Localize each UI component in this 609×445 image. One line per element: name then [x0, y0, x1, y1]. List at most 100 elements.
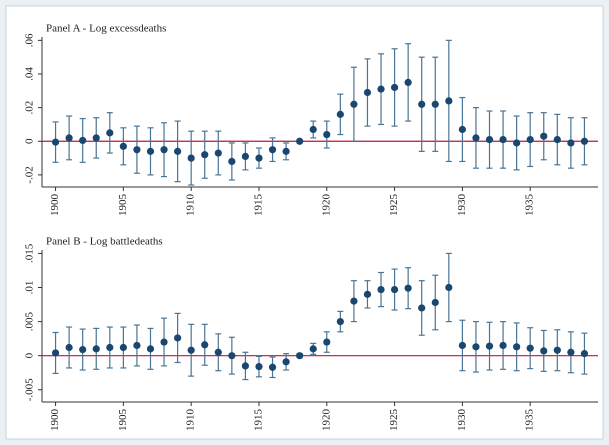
point: [540, 132, 548, 140]
x-tick-label: 1920: [320, 194, 332, 217]
point: [363, 290, 372, 298]
x-tick-label: 1920: [320, 409, 332, 432]
x-tick-label: 1930: [456, 409, 468, 432]
point: [187, 346, 195, 354]
y-tick-label: .01: [24, 281, 36, 295]
point: [323, 130, 331, 139]
point: [350, 297, 358, 305]
point: [174, 147, 182, 155]
point: [255, 154, 263, 162]
point: [201, 341, 209, 349]
point: [51, 138, 60, 146]
y-tick-label: -.005: [24, 378, 36, 401]
y-tick-label: 0: [24, 352, 36, 358]
point: [282, 147, 290, 155]
y-tick-label: .06: [24, 33, 36, 47]
point: [92, 134, 100, 142]
point: [458, 341, 466, 350]
point: [282, 358, 290, 366]
point: [526, 344, 534, 352]
point: [350, 100, 358, 108]
point: [445, 283, 453, 292]
x-tick-label: 1925: [388, 194, 400, 217]
point: [160, 146, 168, 154]
point: [309, 125, 317, 134]
point: [268, 363, 277, 371]
point: [255, 362, 263, 371]
point: [268, 146, 277, 154]
point: [174, 334, 182, 342]
point: [458, 125, 466, 134]
point: [567, 348, 575, 356]
x-tick-label: 1915: [253, 409, 265, 432]
point: [323, 338, 331, 346]
x-tick-label: 1915: [253, 194, 265, 217]
x-tick-label: 1905: [117, 194, 129, 217]
point: [418, 100, 426, 108]
point: [65, 343, 73, 352]
point: [445, 97, 453, 105]
y-tick-label: .015: [24, 243, 36, 263]
point: [580, 350, 589, 358]
point: [472, 343, 480, 351]
point: [241, 362, 250, 370]
point: [214, 348, 222, 356]
point: [485, 135, 494, 144]
y-tick-label: .04: [24, 67, 36, 81]
x-tick-label: 1935: [524, 194, 536, 217]
point: [296, 137, 304, 145]
plot-region: [5, 5, 604, 440]
point: [377, 85, 385, 93]
point: [526, 135, 534, 144]
point: [160, 338, 168, 346]
point: [241, 152, 250, 161]
point: [499, 135, 507, 144]
point: [580, 137, 589, 145]
x-tick-label: 1930: [456, 194, 468, 217]
point: [472, 134, 480, 142]
point: [201, 151, 209, 159]
point: [418, 304, 426, 312]
y-tick-label: 0: [24, 138, 36, 144]
panel-title: Panel A - Log excessdeaths: [46, 23, 166, 35]
y-tick-label: .005: [24, 311, 36, 331]
point: [499, 341, 507, 350]
x-tick-label: 1900: [49, 409, 61, 432]
point: [513, 343, 521, 351]
point: [336, 317, 344, 326]
point: [51, 349, 60, 357]
point: [106, 343, 114, 352]
point: [431, 100, 439, 108]
y-tick-label: .02: [24, 101, 36, 115]
point: [133, 341, 141, 350]
point: [513, 139, 521, 147]
point: [390, 285, 399, 294]
point: [553, 135, 561, 144]
point: [567, 139, 575, 147]
point: [146, 345, 155, 353]
x-tick-label: 1900: [49, 194, 61, 217]
x-tick-label: 1925: [388, 409, 400, 432]
point: [377, 285, 385, 294]
point: [133, 146, 141, 154]
point: [79, 136, 87, 145]
point: [228, 352, 236, 360]
x-tick-label: 1910: [185, 409, 197, 432]
point: [309, 345, 317, 353]
panel-title: Panel B - Log battledeaths: [46, 236, 163, 248]
point: [404, 78, 412, 87]
point: [485, 342, 494, 350]
point: [119, 142, 127, 150]
point: [92, 345, 100, 353]
point: [119, 343, 127, 352]
point: [296, 352, 304, 360]
x-tick-label: 1910: [185, 194, 197, 217]
point: [65, 134, 73, 142]
point: [390, 83, 399, 92]
x-tick-label: 1905: [117, 409, 129, 432]
point: [228, 157, 236, 166]
point: [106, 129, 114, 137]
point: [146, 147, 155, 155]
